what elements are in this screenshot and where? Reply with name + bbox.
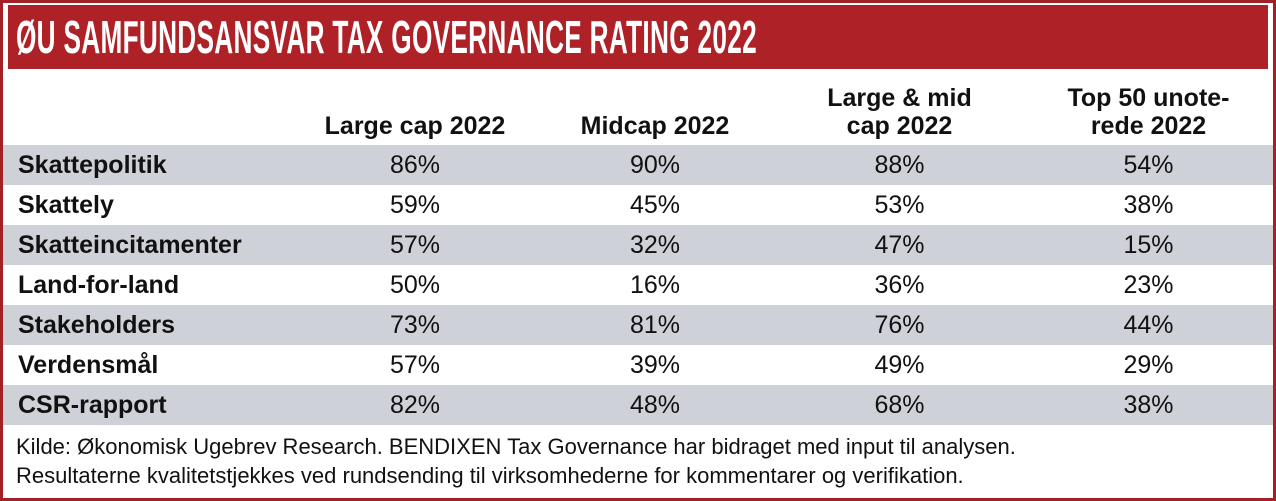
value-cell: 36% — [874, 270, 925, 299]
column-header-large-and-mid-cap: Large & mid cap 2022 — [827, 84, 972, 140]
value-cell: 57% — [389, 350, 441, 379]
value-cell: 88% — [874, 150, 925, 179]
value-cell: 38% — [1123, 390, 1174, 419]
row-label: Stakeholders — [18, 310, 176, 339]
value-cell: 73% — [389, 310, 441, 339]
value-cell: 54% — [1123, 150, 1174, 179]
row-label: Verdensmål — [18, 350, 159, 379]
source-note-line-1: Kilde: Økonomisk Ugebrev Research. BENDI… — [16, 434, 1016, 459]
value-cell: 23% — [1123, 270, 1174, 299]
value-cell: 39% — [629, 350, 681, 379]
value-cell: 90% — [629, 150, 681, 179]
value-cell: 29% — [1123, 350, 1174, 379]
value-cell: 50% — [389, 270, 441, 299]
value-cell: 53% — [874, 190, 925, 219]
column-header-midcap: Midcap 2022 — [580, 111, 730, 140]
value-cell: 82% — [389, 390, 441, 419]
value-cell: 86% — [389, 150, 441, 179]
row-label: CSR-rapport — [18, 390, 167, 419]
column-header-large-cap: Large cap 2022 — [324, 111, 506, 140]
value-cell: 81% — [629, 310, 681, 339]
row-label: Skattepolitik — [18, 150, 167, 179]
value-cell: 57% — [389, 230, 441, 259]
table-row: Skattepolitik 86% 90% 88% 54% — [3, 145, 1273, 185]
table-row: CSR-rapport 82% 48% 68% 38% — [3, 385, 1273, 425]
value-cell: 48% — [629, 390, 681, 419]
row-label: Skatteincitamenter — [18, 230, 242, 259]
table-row: Skatteincitamenter 57% 32% 47% 15% — [3, 225, 1273, 265]
table-row: Verdensmål 57% 39% 49% 29% — [3, 345, 1273, 385]
value-cell: 59% — [389, 190, 441, 219]
table-row: Land-for-land 50% 16% 36% 23% — [3, 265, 1273, 305]
value-cell: 32% — [629, 230, 681, 259]
figure-title: ØU SAMFUNDSANSVAR TAX GOVERNANCE RATING … — [15, 11, 757, 63]
source-note: Kilde: Økonomisk Ugebrev Research. BENDI… — [3, 425, 1273, 490]
table-row: Skattely 59% 45% 53% 38% — [3, 185, 1273, 225]
table-row: Stakeholders 73% 81% 76% 44% — [3, 305, 1273, 345]
value-cell: 47% — [874, 230, 925, 259]
value-cell: 38% — [1123, 190, 1174, 219]
row-label: Skattely — [18, 190, 114, 219]
value-cell: 16% — [629, 270, 681, 299]
column-header-top-50-unoterede: Top 50 unote- rede 2022 — [1067, 84, 1230, 140]
value-cell: 15% — [1123, 230, 1174, 259]
corner-cell — [3, 69, 295, 145]
row-label: Land-for-land — [18, 270, 180, 299]
value-cell: 44% — [1123, 310, 1174, 339]
source-note-line-2: Resultaterne kvalitetstjekkes ved rundse… — [16, 463, 964, 488]
value-cell: 45% — [629, 190, 681, 219]
header-row: Large cap 2022 Midcap 2022 Large & mid c… — [3, 69, 1273, 145]
value-cell: 49% — [874, 350, 925, 379]
value-cell: 76% — [874, 310, 925, 339]
value-cell: 68% — [874, 390, 925, 419]
rating-table: Large cap 2022 Midcap 2022 Large & mid c… — [3, 69, 1273, 425]
title-banner: ØU SAMFUNDSANSVAR TAX GOVERNANCE RATING … — [8, 5, 1268, 69]
